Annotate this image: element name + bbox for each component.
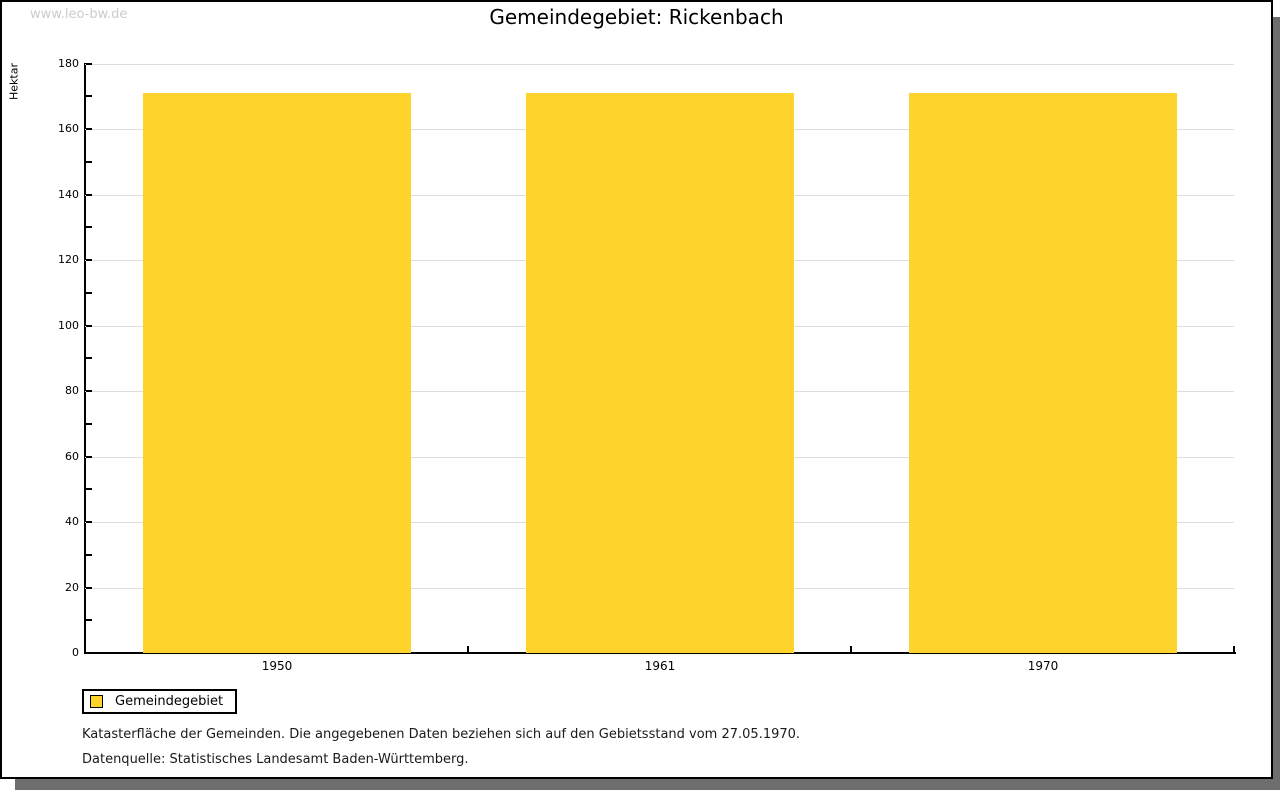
y-tick-label-20: 20 <box>65 581 79 594</box>
x-tick-label-1961: 1961 <box>644 659 676 673</box>
chart-window: www.leo-bw.de Gemeindegebiet: Rickenbach… <box>0 0 1273 779</box>
x-axis-line <box>84 652 1236 654</box>
y-tick-180 <box>86 63 92 65</box>
y-tick-140 <box>86 194 92 196</box>
x-tick-label-1970: 1970 <box>1027 659 1059 673</box>
y-tick-30 <box>86 554 92 556</box>
legend-box: Gemeindegebiet <box>82 689 238 714</box>
y-axis-line <box>84 63 86 653</box>
x-tick-label-1950: 1950 <box>261 659 293 673</box>
y-tick-160 <box>86 128 92 130</box>
y-tick-80 <box>86 390 92 392</box>
y-tick-label-100: 100 <box>58 319 79 332</box>
y-tick-110 <box>86 292 92 294</box>
y-tick-label-180: 180 <box>58 57 79 70</box>
y-tick-150 <box>86 161 92 163</box>
y-tick-label-80: 80 <box>65 384 79 397</box>
y-tick-40 <box>86 521 92 523</box>
y-tick-120 <box>86 259 92 261</box>
bar-1950 <box>143 93 411 653</box>
y-tick-90 <box>86 357 92 359</box>
watermark-url: www.leo-bw.de <box>30 7 128 22</box>
y-tick-100 <box>86 325 92 327</box>
gridline-180 <box>85 64 1234 65</box>
bar-chart: Hektar 0 20 40 60 80 100 120 140 160 180 1950 1961 1… <box>2 2 1271 777</box>
legend-swatch-icon <box>90 695 103 708</box>
y-tick-50 <box>86 488 92 490</box>
footnote-source-note: Katasterfläche der Gemeinden. Die angege… <box>82 727 801 742</box>
legend-label: Gemeindegebiet <box>115 694 224 709</box>
y-tick-130 <box>86 226 92 228</box>
bar-1970 <box>909 93 1177 653</box>
y-tick-label-160: 160 <box>58 122 79 135</box>
x-tick-3 <box>1233 646 1235 652</box>
y-tick-10 <box>86 619 92 621</box>
y-tick-20 <box>86 587 92 589</box>
y-tick-60 <box>86 456 92 458</box>
footnote-data-source: Datenquelle: Statistisches Landesamt Bad… <box>82 752 469 767</box>
y-tick-label-140: 140 <box>58 188 79 201</box>
bar-1961 <box>526 93 794 653</box>
y-tick-170 <box>86 95 92 97</box>
y-tick-label-0: 0 <box>72 646 79 659</box>
y-tick-label-40: 40 <box>65 515 79 528</box>
y-tick-label-60: 60 <box>65 450 79 463</box>
y-tick-label-120: 120 <box>58 253 79 266</box>
x-tick-1 <box>467 646 469 652</box>
y-axis-title: Hektar <box>7 63 21 100</box>
y-tick-70 <box>86 423 92 425</box>
page-title: Gemeindegebiet: Rickenbach <box>489 5 784 29</box>
x-tick-2 <box>850 646 852 652</box>
